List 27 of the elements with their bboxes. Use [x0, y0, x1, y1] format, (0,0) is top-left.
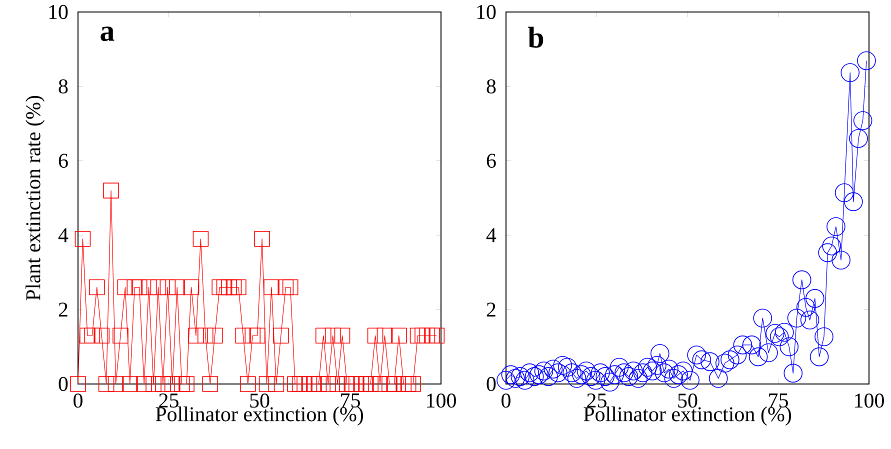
- y-tick-label: 2: [486, 302, 496, 317]
- annotation: a: [100, 26, 114, 42]
- y-tick-label: 0: [58, 376, 68, 392]
- x-tick-label: 100: [855, 394, 884, 408]
- y-tick-label: 6: [486, 154, 496, 168]
- x-tick-label: 100: [427, 394, 456, 408]
- x-tick-label: 50: [250, 394, 270, 408]
- y-tick-label: 8: [486, 79, 496, 94]
- x-axis-title: Pollinator extinction (%): [156, 406, 364, 426]
- x-tick-label: 75: [769, 394, 788, 408]
- x-tick-label: 0: [74, 394, 82, 408]
- y-tick-label: 10: [49, 4, 68, 20]
- y-tick-label: 6: [58, 154, 68, 168]
- y-tick-label: 8: [58, 79, 68, 94]
- x-axis-title: Pollinator extinction (%): [584, 406, 791, 426]
- x-tick-label: 50: [678, 394, 698, 408]
- annotation: b: [528, 26, 544, 48]
- x-tick-label: 75: [341, 394, 360, 408]
- y-tick-label: 4: [486, 228, 496, 242]
- y-tick-label: 2: [58, 302, 68, 317]
- y-tick-label: 10: [477, 4, 496, 20]
- y-tick-label: 0: [486, 376, 496, 392]
- x-tick-label: 25: [587, 394, 606, 408]
- y-axis-title: Plant extinction rate (%): [26, 96, 45, 300]
- x-tick-label: 0: [502, 394, 510, 408]
- x-tick-label: 25: [159, 394, 178, 408]
- y-tick-label: 4: [58, 228, 68, 242]
